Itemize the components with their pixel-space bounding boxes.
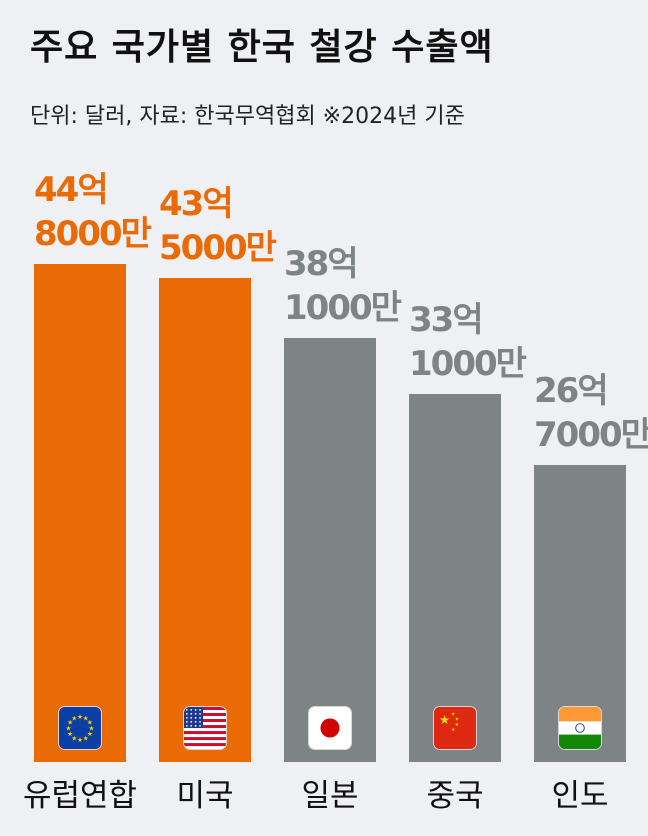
chart-subtitle: 단위: 달러, 자료: 한국무역협회 ※2024년 기준 (30, 104, 465, 129)
data-label-line: 8000만 (34, 214, 152, 254)
chart-title: 주요 국가별 한국 철강 수출액 (30, 27, 494, 68)
data-label-3: 33억 1000만 (409, 298, 527, 386)
bar-0 (34, 264, 126, 762)
japan-flag-icon (308, 706, 352, 750)
svg-text:★: ★ (67, 730, 73, 738)
category-label-1: 미국 (176, 778, 234, 814)
data-label-line: 33억 (409, 300, 484, 340)
svg-text:★: ★ (455, 722, 459, 728)
category-label-2: 일본 (301, 778, 359, 814)
data-label-line: 1000만 (409, 344, 527, 384)
data-label-line: 44억 (34, 170, 109, 210)
svg-text:★: ★ (71, 714, 77, 722)
svg-text:★: ★ (83, 714, 89, 722)
data-label-line: 26억 (534, 371, 609, 411)
category-label-4: 인도 (551, 778, 609, 814)
data-label-line: 5000만 (159, 228, 277, 268)
data-label-line: 38억 (284, 244, 359, 284)
svg-text:★: ★ (451, 712, 455, 718)
svg-text:★: ★ (87, 730, 93, 738)
svg-text:★: ★ (455, 716, 459, 722)
india-flag-icon (558, 706, 602, 750)
data-label-4: 26억 7000만 (534, 369, 648, 457)
svg-text:★: ★ (451, 727, 455, 733)
svg-text:★: ★ (77, 736, 83, 744)
data-label-1: 43억 5000만 (159, 182, 277, 270)
eu-flag-icon: ★ ★ ★ ★ ★ ★ ★ ★ ★ ★ ★ ★ (58, 706, 102, 750)
svg-text:★: ★ (87, 719, 93, 727)
svg-text:★: ★ (66, 724, 72, 732)
bar-3 (409, 394, 501, 762)
data-label-line: 7000만 (534, 415, 648, 455)
data-label-0: 44억 8000만 (34, 168, 152, 256)
us-flag-icon (183, 706, 227, 750)
svg-text:★: ★ (67, 719, 73, 727)
china-flag-icon: ★ ★ ★ ★ ★ (433, 706, 477, 750)
svg-text:★: ★ (88, 724, 94, 732)
svg-text:★: ★ (83, 734, 89, 742)
svg-text:★: ★ (77, 713, 83, 721)
bar-1 (159, 278, 251, 762)
data-label-line: 43억 (159, 184, 234, 224)
category-label-3: 중국 (426, 778, 484, 814)
data-label-2: 38억 1000만 (284, 242, 402, 330)
category-label-0: 유럽연합 (22, 778, 138, 814)
data-label-line: 1000만 (284, 288, 402, 328)
svg-text:★: ★ (71, 734, 77, 742)
svg-text:★: ★ (439, 712, 450, 727)
bar-2 (284, 338, 376, 762)
